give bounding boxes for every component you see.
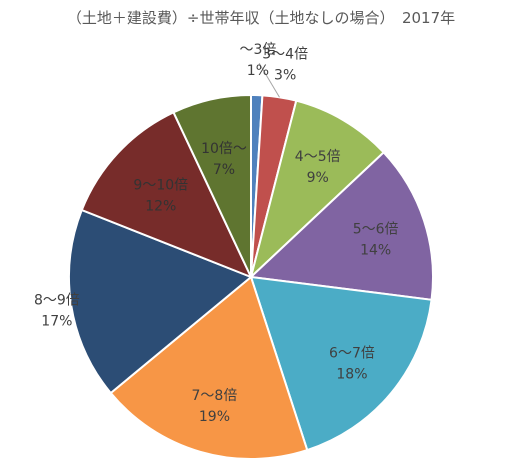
pie-slice <box>68 208 253 395</box>
leader-line <box>258 63 280 98</box>
slice-label: 10倍～ 7% <box>201 141 247 178</box>
slice-label: 8～9倍 17% <box>34 293 80 330</box>
slice-category-label: 8～9倍 <box>34 293 80 309</box>
slice-label: 9～10倍 12% <box>133 177 188 214</box>
slice-category-label: ～3倍 <box>239 42 276 58</box>
pie-slice <box>80 110 253 279</box>
slice-category-label: 6～7倍 <box>329 346 375 362</box>
slice-value-label: 7% <box>213 162 235 178</box>
slice-value-label: 19% <box>199 409 230 425</box>
slice-label: 5～6倍 14% <box>353 222 399 259</box>
slice-value-label: 12% <box>145 198 176 214</box>
slice-value-label: 3% <box>274 67 296 83</box>
slice-label: 3～4倍 3% <box>262 46 308 83</box>
slice-value-label: 9% <box>307 170 329 186</box>
slice-category-label: 5～6倍 <box>353 222 399 238</box>
pie-slice <box>248 150 434 301</box>
slice-category-label: 7～8倍 <box>192 388 238 404</box>
pie-slice <box>172 93 252 278</box>
slice-label: 6～7倍 18% <box>329 346 375 383</box>
slice-category-label: 9～10倍 <box>133 177 188 193</box>
slice-category-label: 10倍～ <box>201 141 247 157</box>
pie-slice <box>249 275 433 452</box>
leader-lines <box>258 63 280 98</box>
slice-value-label: 18% <box>336 367 367 383</box>
slice-label: 7～8倍 19% <box>192 388 238 425</box>
slice-value-label: 17% <box>41 314 72 330</box>
pie-slice <box>109 275 309 460</box>
slice-category-label: 3～4倍 <box>262 46 308 62</box>
slice-label: ～3倍 1% <box>239 42 276 79</box>
slice-category-label: 4～5倍 <box>295 149 341 165</box>
chart-title: （土地＋建設費）÷世帯年収（土地なしの場合） 2017年 <box>66 9 456 27</box>
slice-value-label: 14% <box>360 243 391 259</box>
slice-value-label: 1% <box>247 63 269 79</box>
pie-slice <box>249 99 386 281</box>
slice-label: 4～5倍 9% <box>295 149 341 186</box>
pie-slices <box>68 93 434 460</box>
slice-labels: ～3倍 1%3～4倍 3%4～5倍 9%5～6倍 14%6～7倍 18%7～8倍 19%8～… <box>34 42 399 425</box>
